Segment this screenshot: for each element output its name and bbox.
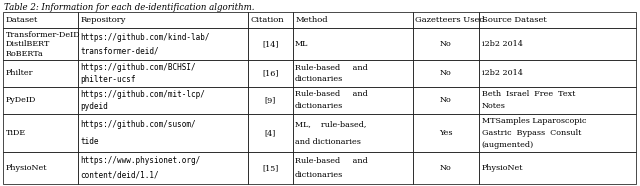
Bar (248, 114, 292, 152)
Text: PhysioNet: PhysioNet (6, 164, 47, 172)
Bar (77, 114, 248, 152)
Text: No: No (440, 40, 452, 48)
Text: i2b2 2014: i2b2 2014 (482, 40, 522, 48)
Bar (3, 114, 77, 152)
Text: Gastric  Bypass  Consult: Gastric Bypass Consult (482, 129, 581, 137)
Bar (77, 28, 248, 60)
Bar (479, 114, 636, 152)
Text: Source Dataset: Source Dataset (482, 16, 547, 24)
Bar (413, 114, 479, 152)
Text: Beth  Israel  Free  Text: Beth Israel Free Text (482, 90, 575, 98)
Bar (77, 87, 248, 114)
Text: ML,    rule-based,: ML, rule-based, (295, 120, 367, 128)
Bar (248, 60, 292, 87)
Text: [14]: [14] (262, 40, 279, 48)
Text: No: No (440, 70, 452, 78)
Text: Gazetteers Used: Gazetteers Used (415, 16, 485, 24)
Text: Notes: Notes (482, 102, 506, 110)
Bar (292, 12, 413, 28)
Text: Rule-based     and: Rule-based and (295, 157, 368, 165)
Bar (479, 12, 636, 28)
Text: content/deid/1.1/: content/deid/1.1/ (80, 171, 159, 180)
Bar (3, 87, 77, 114)
Bar (248, 12, 292, 28)
Text: Transformer-DeID: Transformer-DeID (6, 31, 80, 39)
Bar (3, 152, 77, 184)
Bar (3, 12, 77, 28)
Text: RoBERTa: RoBERTa (6, 50, 44, 58)
Bar (292, 87, 413, 114)
Text: https://github.com/susom/: https://github.com/susom/ (80, 120, 196, 129)
Text: Method: Method (295, 16, 328, 24)
Text: pydeid: pydeid (80, 102, 108, 111)
Text: Philter: Philter (6, 70, 33, 78)
Bar (479, 28, 636, 60)
Text: philter-ucsf: philter-ucsf (80, 75, 136, 84)
Text: Repository: Repository (80, 16, 125, 24)
Bar (479, 152, 636, 184)
Text: [4]: [4] (265, 129, 276, 137)
Bar (479, 60, 636, 87)
Bar (248, 28, 292, 60)
Text: [15]: [15] (262, 164, 278, 172)
Bar (413, 87, 479, 114)
Text: Table 2: Information for each de-identification algorithm.: Table 2: Information for each de-identif… (4, 3, 255, 12)
Bar (479, 87, 636, 114)
Text: https://github.com/mit-lcp/: https://github.com/mit-lcp/ (80, 90, 205, 99)
Text: dictionaries: dictionaries (295, 171, 344, 179)
Bar (292, 60, 413, 87)
Bar (413, 12, 479, 28)
Bar (248, 87, 292, 114)
Text: https://github.com/BCHSI/: https://github.com/BCHSI/ (80, 63, 196, 72)
Bar (77, 12, 248, 28)
Text: and dictionaries: and dictionaries (295, 138, 361, 146)
Bar (3, 28, 77, 60)
Text: Citation: Citation (251, 16, 285, 24)
Text: PhysioNet: PhysioNet (482, 164, 523, 172)
Text: (augmented): (augmented) (482, 141, 534, 149)
Text: No: No (440, 164, 452, 172)
Text: i2b2 2014: i2b2 2014 (482, 70, 522, 78)
Text: PyDeID: PyDeID (6, 96, 36, 104)
Text: tide: tide (80, 137, 99, 146)
Text: https://github.com/kind-lab/: https://github.com/kind-lab/ (80, 33, 210, 41)
Bar (77, 152, 248, 184)
Text: [9]: [9] (265, 96, 276, 104)
Bar (77, 60, 248, 87)
Bar (292, 114, 413, 152)
Bar (3, 60, 77, 87)
Bar (292, 28, 413, 60)
Text: DistilBERT: DistilBERT (6, 40, 50, 48)
Text: Dataset: Dataset (6, 16, 38, 24)
Text: No: No (440, 96, 452, 104)
Bar (413, 60, 479, 87)
Text: Yes: Yes (439, 129, 452, 137)
Text: Rule-based     and: Rule-based and (295, 64, 368, 72)
Bar (248, 152, 292, 184)
Text: dictionaries: dictionaries (295, 102, 344, 110)
Text: TiDE: TiDE (6, 129, 26, 137)
Text: https://www.physionet.org/: https://www.physionet.org/ (80, 156, 200, 166)
Text: MTSamples Laparoscopic: MTSamples Laparoscopic (482, 117, 586, 125)
Text: Rule-based     and: Rule-based and (295, 90, 368, 98)
Bar (292, 152, 413, 184)
Text: [16]: [16] (262, 70, 279, 78)
Text: transformer-deid/: transformer-deid/ (80, 47, 159, 56)
Bar (413, 152, 479, 184)
Text: dictionaries: dictionaries (295, 76, 344, 84)
Text: ML: ML (295, 40, 308, 48)
Bar (413, 28, 479, 60)
